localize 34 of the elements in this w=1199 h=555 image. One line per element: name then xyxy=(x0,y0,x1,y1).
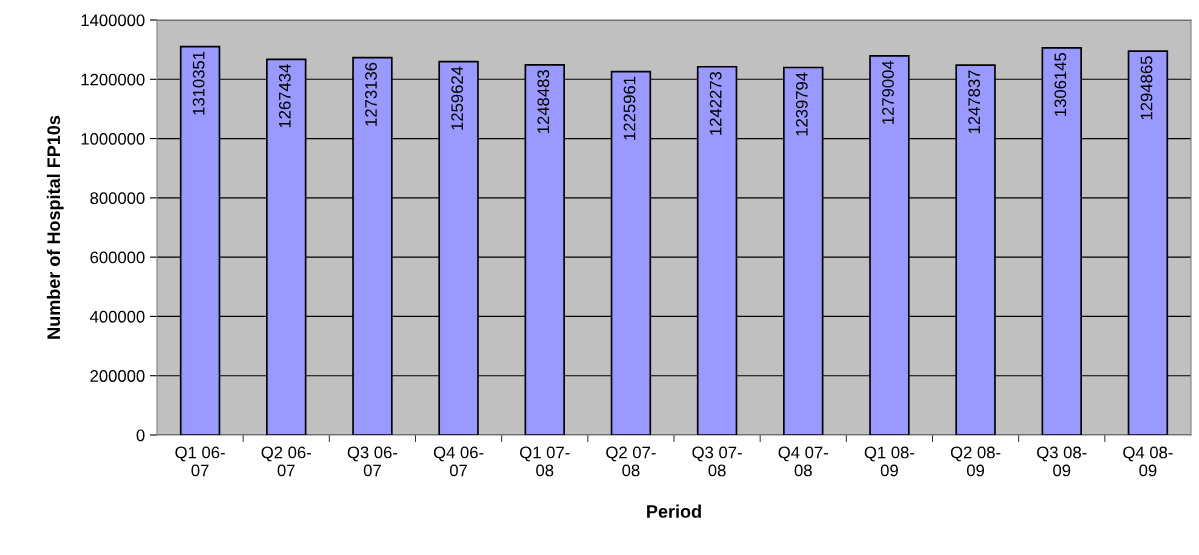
data-label: 1247837 xyxy=(968,70,981,134)
x-tick-label: Q1 08- 09 xyxy=(864,446,915,477)
y-tick-label: 1400000 xyxy=(81,14,145,27)
x-tick-label: Q3 06- 07 xyxy=(347,446,398,477)
x-axis-title: Period xyxy=(647,504,701,518)
y-tick-label: 1200000 xyxy=(81,73,145,86)
x-tick-label: Q4 07- 08 xyxy=(778,446,828,477)
data-label: 1225961 xyxy=(623,76,636,140)
x-tick-label: Q1 07- 08 xyxy=(520,446,570,477)
data-label: 1242273 xyxy=(709,71,722,135)
data-label: 1267434 xyxy=(278,64,291,128)
y-tick-label: 0 xyxy=(136,429,145,442)
data-label: 1248483 xyxy=(537,70,550,133)
data-label: 1279004 xyxy=(882,60,894,124)
y-tick-label: 800000 xyxy=(90,192,145,205)
y-tick-label: 600000 xyxy=(90,251,145,264)
data-label: 1239794 xyxy=(795,72,808,136)
data-label: 1294865 xyxy=(1140,56,1153,120)
y-tick-label: 1000000 xyxy=(81,132,145,145)
data-label: 1273136 xyxy=(365,62,377,126)
x-tick-label: Q4 08- 09 xyxy=(1123,446,1173,477)
y-tick-label: 400000 xyxy=(89,310,145,323)
x-tick-label: Q2 06- 07 xyxy=(261,446,311,477)
x-tick-label: Q2 08- 09 xyxy=(950,446,1001,477)
data-label: 1259624 xyxy=(451,66,464,130)
x-tick-label: Q3 08- 09 xyxy=(1037,446,1087,477)
y-tick-label: 200000 xyxy=(90,370,145,382)
x-tick-label: Q3 07- 08 xyxy=(692,446,742,477)
x-tick-label: Q4 06- 07 xyxy=(433,446,484,477)
data-label: 1306145 xyxy=(1054,52,1067,116)
x-tick-label: Q2 07- 08 xyxy=(606,446,656,477)
x-tick-label: Q1 06- 07 xyxy=(175,446,225,477)
data-label: 1310351 xyxy=(192,51,205,115)
y-axis-title: Number of Hospital FP10s xyxy=(46,115,64,339)
